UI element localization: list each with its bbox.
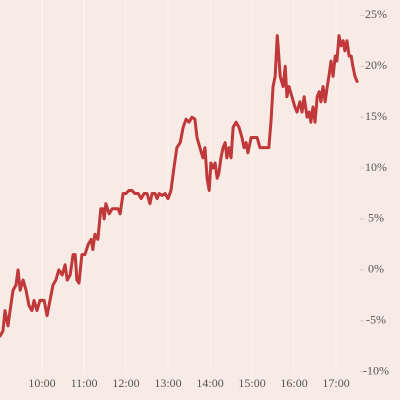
y-tick-label: 25% xyxy=(365,7,387,21)
y-tick-label: 10% xyxy=(365,160,387,174)
x-tick-label: 10:00 xyxy=(28,376,55,390)
x-tick-label: 11:00 xyxy=(71,376,98,390)
y-tick-label: 20% xyxy=(365,58,387,72)
x-tick-label: 12:00 xyxy=(112,376,139,390)
x-tick-label: 16:00 xyxy=(280,376,307,390)
x-tick-label: 17:00 xyxy=(322,376,349,390)
x-tick-label: 13:00 xyxy=(154,376,181,390)
y-tick-label: -10% xyxy=(363,363,389,377)
x-tick-label: 15:00 xyxy=(238,376,265,390)
y-tick-label: 0% xyxy=(368,262,384,276)
y-tick-label: -5% xyxy=(366,313,386,327)
y-tick-label: 15% xyxy=(365,109,387,123)
data-line xyxy=(0,34,359,338)
y-tick-label: 5% xyxy=(368,211,384,225)
x-tick-label: 14:00 xyxy=(196,376,223,390)
